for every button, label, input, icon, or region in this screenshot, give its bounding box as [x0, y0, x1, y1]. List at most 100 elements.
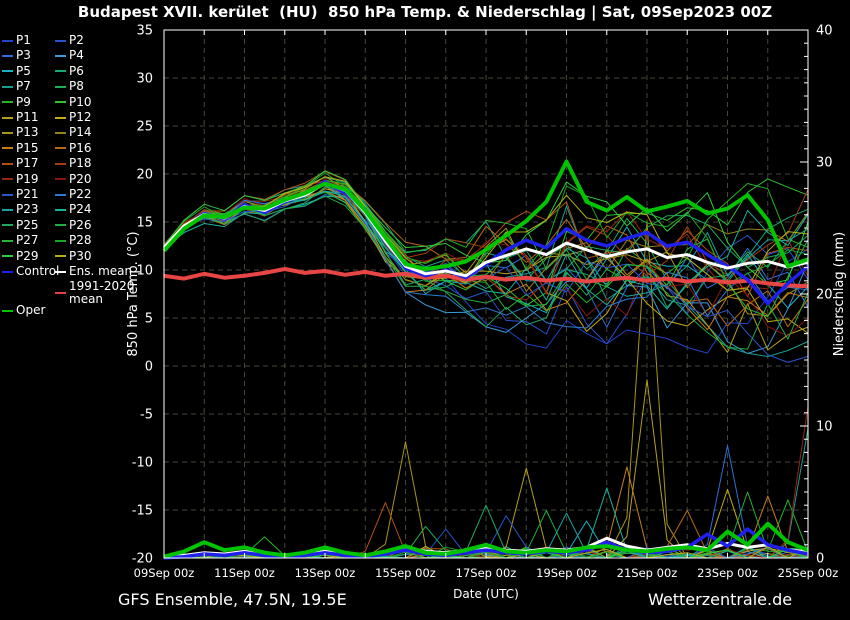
temp-member-line-P25: [163, 186, 809, 328]
x-axis-tick-label: 17Sep 00z: [456, 566, 517, 580]
control-precip-line: [163, 527, 809, 560]
legend-item-climate-mean: 1991-2020 mean: [55, 279, 147, 305]
legend-swatch: [2, 147, 13, 150]
legend-item-P1: P1: [2, 33, 31, 48]
right-axis-tick-label: 10: [816, 420, 833, 435]
legend-swatch: [2, 85, 13, 88]
temp-member-line-P30: [163, 176, 809, 291]
summary-lines: [162, 159, 810, 560]
left-axis-tick-label: 5: [145, 312, 153, 327]
x-axis-tick-label: 13Sep 00z: [295, 566, 356, 580]
x-axis-title: Date (UTC): [453, 587, 519, 601]
temp-member-line-P7: [163, 177, 809, 357]
legend-item-label: P29: [16, 248, 39, 263]
legend-item-label: P30: [69, 248, 92, 263]
legend-item-label: P14: [69, 125, 92, 140]
legend-swatch: [2, 270, 13, 273]
legend-item-label: P7: [16, 79, 31, 94]
legend-item-label: P2: [69, 33, 84, 47]
x-axis-tick-label: 11Sep 00z: [214, 566, 275, 580]
right-axis-tick-label: 0: [816, 552, 824, 567]
legend-swatch: [2, 309, 13, 312]
left-axis-title: 850 hPa Temp. (°C): [126, 231, 141, 356]
legend-item-label: P27: [16, 233, 39, 248]
legend-item-P27: P27: [2, 233, 39, 248]
legend-swatch: [2, 116, 13, 119]
legend-item-P28: P28: [55, 233, 92, 248]
left-axis-tick-label: -20: [132, 552, 153, 567]
oper-temp-line: [162, 159, 809, 271]
left-axis-tick-label: 10: [136, 264, 153, 279]
left-axis-tick-label: 35: [136, 24, 153, 39]
legend-swatch: [55, 270, 66, 273]
legend-item-label: 1991-2020 mean: [69, 278, 135, 306]
legend-item-P6: P6: [55, 64, 84, 79]
legend-item-oper: Oper: [2, 303, 45, 318]
legend-swatch: [2, 70, 13, 73]
legend-item-label: P17: [16, 156, 39, 171]
legend-item-label: P16: [69, 140, 92, 155]
legend-swatch: [55, 116, 66, 119]
x-axis-tick-label: 23Sep 00z: [697, 566, 758, 580]
legend-item-label: P25: [16, 217, 39, 232]
legend-item-label: P4: [69, 48, 84, 63]
legend-item-label: P9: [16, 94, 31, 109]
legend-swatch: [55, 291, 66, 294]
legend-item-label: P20: [69, 171, 92, 186]
left-axis-tick-label: 0: [145, 360, 153, 375]
legend-item-P2: P2: [55, 33, 84, 48]
legend-item-P13: P13: [2, 125, 39, 140]
legend-item-label: P26: [69, 217, 92, 232]
legend-item-ens-mean: Ens. mean: [55, 264, 132, 279]
legend-item-label: P5: [16, 63, 31, 78]
legend-item-label: P13: [16, 125, 39, 140]
legend-item-P24: P24: [55, 202, 92, 217]
legend-swatch: [2, 224, 13, 227]
legend-swatch: [55, 39, 66, 42]
legend-item-P22: P22: [55, 187, 92, 202]
legend-item-P12: P12: [55, 110, 92, 125]
legend-item-label: Control: [16, 264, 60, 278]
legend-item-P15: P15: [2, 141, 39, 156]
legend-swatch: [55, 193, 66, 196]
legend-item-P30: P30: [55, 249, 92, 264]
legend-swatch: [55, 101, 66, 104]
legend-item-P25: P25: [2, 218, 39, 233]
legend-item-label: P23: [16, 202, 39, 217]
legend-item-P7: P7: [2, 79, 31, 94]
legend-item-label: P24: [69, 202, 92, 217]
left-axis-tick-label: -10: [132, 456, 153, 471]
legend-swatch: [55, 70, 66, 73]
x-axis-tick-label: 21Sep 00z: [617, 566, 678, 580]
x-axis-tick-label: 09Sep 00z: [134, 566, 195, 580]
legend-swatch: [2, 239, 13, 242]
legend-item-label: P21: [16, 187, 39, 201]
axis-frame: [163, 29, 809, 559]
legend-item-P8: P8: [55, 79, 84, 94]
temp-member-line-P26: [163, 195, 809, 350]
legend-item-P5: P5: [2, 64, 31, 79]
legend-item-label: P19: [16, 171, 39, 186]
legend-swatch: [2, 54, 13, 57]
legend-swatch: [55, 239, 66, 242]
legend-swatch: [55, 54, 66, 57]
oper-precip-line: [163, 521, 809, 559]
legend-item-label: Ens. mean: [69, 264, 133, 278]
legend-item-P4: P4: [55, 48, 84, 63]
x-axis-tick-label: 15Sep 00z: [375, 566, 436, 580]
precip-member-line-P11: [164, 379, 809, 559]
chart-title: Budapest XVII. kerület (HU) 850 hPa Temp…: [77, 3, 773, 21]
legend-swatch: [55, 162, 66, 165]
right-axis-tick-label: 40: [816, 24, 833, 39]
legend-item-P18: P18: [55, 156, 92, 171]
legend-swatch: [55, 255, 66, 258]
legend-item-P3: P3: [2, 48, 31, 63]
legend-item-label: P8: [69, 79, 84, 94]
legend-item-P26: P26: [55, 218, 92, 233]
legend-swatch: [2, 39, 13, 42]
legend-item-label: P12: [69, 110, 92, 124]
legend-item-label: P15: [16, 140, 39, 155]
legend-swatch: [2, 178, 13, 181]
legend-swatch: [55, 147, 66, 150]
